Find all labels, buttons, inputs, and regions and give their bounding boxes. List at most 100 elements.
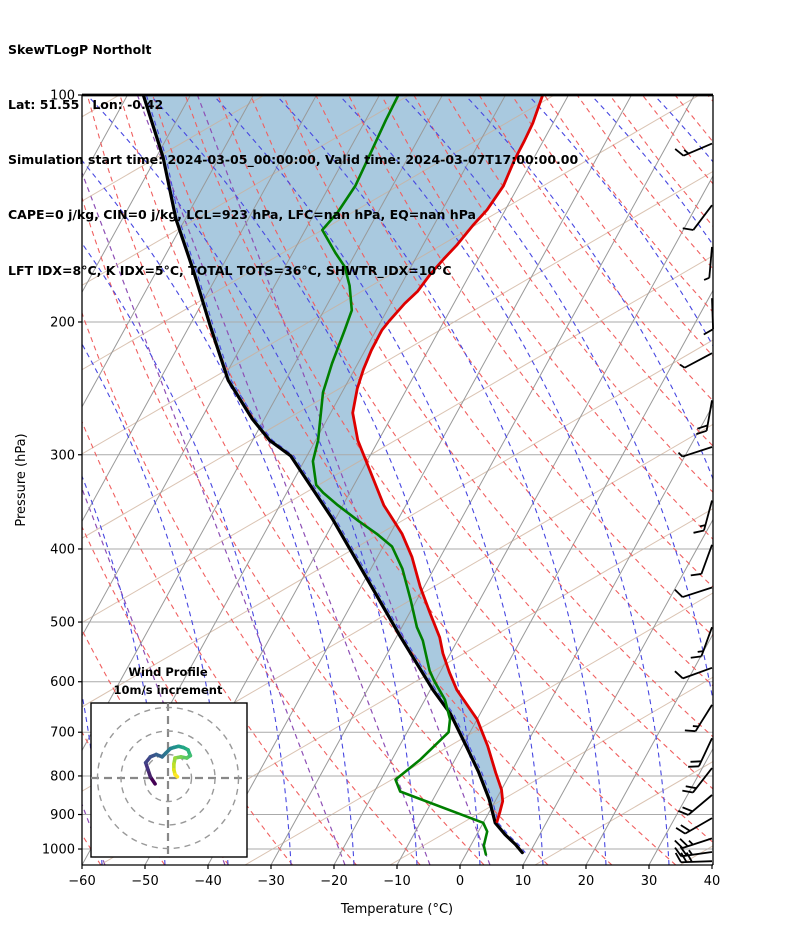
wind-barb-icon	[674, 837, 713, 849]
dry-adiabat-line	[315, 95, 713, 637]
y-tick-label: 400	[50, 542, 75, 557]
aux-line	[82, 95, 410, 286]
dewpoint-curve	[311, 95, 489, 856]
y-axis-label: Pressure (hPa)	[14, 433, 29, 526]
dry-adiabat-line	[674, 95, 713, 143]
y-tick-label: 500	[50, 616, 75, 631]
x-axis-label: Temperature (°C)	[340, 902, 453, 917]
isotherm-line	[711, 862, 713, 865]
isotherm-line	[82, 95, 254, 408]
moist-adiabat-line	[212, 95, 544, 865]
hodograph-ring	[96, 706, 240, 850]
moist-adiabat-line	[86, 95, 418, 865]
dry-adiabat-line	[249, 95, 713, 738]
dry-adiabat-line	[413, 95, 713, 494]
moist-adiabat-line	[401, 95, 713, 704]
aux-line	[99, 508, 713, 865]
aux-line	[679, 845, 713, 865]
x-tick-label: −30	[257, 874, 284, 889]
header-indices-line2: LFT IDX=8°C, K IDX=5°C, TOTAL TOTS=36°C,…	[8, 262, 452, 278]
moist-adiabat-line	[82, 242, 292, 865]
isotherm-line	[648, 747, 713, 865]
isotherm-line	[82, 95, 191, 294]
wind-barb-icon	[690, 626, 713, 659]
hodograph-trace-segment	[173, 772, 180, 779]
moist-adiabat-line	[464, 95, 713, 481]
temperature-curve	[351, 95, 545, 824]
wind-barb-icon	[679, 352, 713, 369]
dry-adiabat-line	[707, 95, 713, 103]
moist-adiabat-line	[145, 95, 526, 853]
wind-barb-icon	[688, 737, 713, 768]
dry-adiabat-line	[86, 95, 549, 865]
hodograph-title: Wind Profile	[128, 665, 208, 679]
dry-adiabat-line	[82, 195, 485, 865]
wind-barb-icon	[690, 544, 713, 577]
moist-adiabat-line	[149, 95, 481, 865]
y-tick-label: 100	[50, 89, 75, 104]
x-tick-label: −60	[68, 874, 95, 889]
x-tick-label: −20	[320, 874, 347, 889]
parcel-curve	[141, 95, 524, 855]
dry-adiabat-line	[576, 95, 713, 270]
aux-line	[82, 95, 700, 455]
dry-adiabat-line	[282, 95, 713, 687]
wind-barb-icon	[677, 794, 713, 816]
x-tick-label: 40	[704, 874, 721, 889]
wind-barb-icon	[703, 298, 714, 336]
x-tick-label: −40	[194, 874, 221, 889]
dry-adiabat-line	[446, 95, 713, 447]
isotherm-line	[82, 95, 317, 523]
dry-adiabat-line	[543, 95, 713, 313]
wind-barb-icon	[675, 817, 713, 835]
x-tick-label: −50	[131, 874, 158, 889]
aux-line	[389, 676, 713, 865]
dry-adiabat-line	[82, 311, 421, 865]
wind-barb-icon	[703, 246, 713, 281]
aux-line	[82, 95, 555, 371]
header-location: Lat: 51.55 Lon: -0.42	[8, 97, 164, 113]
hodograph-ring	[143, 753, 193, 803]
y-tick-label: 300	[50, 448, 75, 463]
dry-adiabat-line	[380, 95, 713, 540]
y-tick-label: 800	[50, 769, 75, 784]
wind-barb-icon	[674, 586, 713, 598]
cin-shade-region	[143, 95, 543, 853]
dry-adiabat-line	[82, 420, 357, 865]
wind-barb-icon	[674, 852, 713, 864]
x-tick-label: 30	[641, 874, 658, 889]
mixing-ratio-line	[82, 171, 346, 865]
y-tick-label: 200	[50, 315, 75, 330]
dry-adiabat-line	[609, 95, 713, 228]
wind-barb-icon	[674, 666, 713, 680]
dry-adiabat-line	[217, 95, 713, 790]
moist-adiabat-line	[82, 159, 355, 865]
y-tick-label: 900	[50, 808, 75, 823]
wind-barb-icon	[682, 767, 713, 794]
x-tick-label: −10	[383, 874, 410, 889]
wind-barb-icon	[696, 400, 713, 435]
page-title: SkewTLogP Northolt	[8, 41, 152, 57]
dry-adiabat-line	[641, 95, 713, 185]
moist-adiabat-line	[275, 95, 607, 865]
moist-adiabat-line	[590, 95, 713, 246]
moist-adiabat-line	[527, 95, 713, 348]
wind-barb-icon	[682, 204, 713, 231]
mixing-ratio-line	[136, 95, 431, 865]
chart-header: SkewTLogP Northolt Lat: 51.55 Lon: -0.42…	[8, 4, 578, 317]
sounding-curves	[141, 95, 545, 856]
cape-shade	[143, 95, 543, 853]
y-tick-label: 600	[50, 675, 75, 690]
wind-barb-icon	[674, 846, 713, 858]
aux-line	[244, 592, 713, 865]
moist-adiabat-line	[653, 95, 713, 163]
wind-barb-icon	[693, 500, 713, 534]
aux-line	[82, 255, 713, 624]
dry-adiabat-line	[152, 95, 677, 865]
moist-adiabat-line	[338, 95, 670, 865]
y-tick-label: 700	[50, 726, 75, 741]
hodograph-ring	[120, 730, 216, 826]
wind-barb-column	[674, 142, 714, 864]
